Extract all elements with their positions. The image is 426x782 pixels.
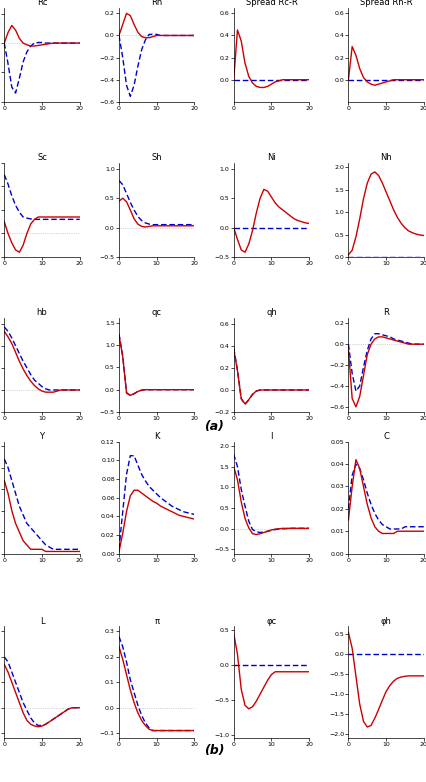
Title: Rh: Rh bbox=[151, 0, 162, 7]
Title: Sc: Sc bbox=[37, 153, 47, 162]
Title: Sh: Sh bbox=[151, 153, 162, 162]
Title: Spread Rc-R: Spread Rc-R bbox=[245, 0, 297, 7]
Title: π: π bbox=[154, 616, 159, 626]
Title: Rc: Rc bbox=[37, 0, 47, 7]
Title: Y: Y bbox=[40, 432, 44, 441]
Title: L: L bbox=[40, 616, 44, 626]
Title: φc: φc bbox=[266, 616, 276, 626]
Title: I: I bbox=[270, 432, 273, 441]
Title: φh: φh bbox=[381, 616, 391, 626]
Title: Nh: Nh bbox=[380, 153, 392, 162]
Title: Ni: Ni bbox=[267, 153, 276, 162]
Title: C: C bbox=[383, 432, 389, 441]
Text: (b): (b) bbox=[204, 744, 225, 757]
Title: hb: hb bbox=[37, 308, 47, 317]
Title: qc: qc bbox=[152, 308, 162, 317]
Title: Spread Rh-R: Spread Rh-R bbox=[360, 0, 412, 7]
Title: K: K bbox=[154, 432, 159, 441]
Text: (a): (a) bbox=[204, 421, 224, 433]
Title: qh: qh bbox=[266, 308, 277, 317]
Title: R: R bbox=[383, 308, 389, 317]
